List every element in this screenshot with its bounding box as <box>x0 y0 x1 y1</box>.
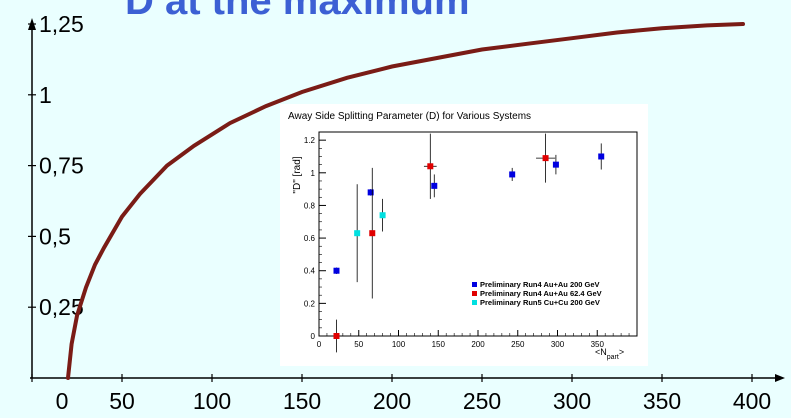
main-y-tick-label-0-75: 0,75 <box>39 153 84 179</box>
inset-data-point <box>542 155 549 162</box>
inset-data-point <box>552 161 559 168</box>
inset-data-point <box>369 230 376 237</box>
legend-swatch-2 <box>472 291 477 296</box>
legend-swatch-1 <box>472 282 477 287</box>
inset-y-tick-label-0: 0 <box>311 332 316 341</box>
inset-x-tick-label-100: 100 <box>392 340 406 349</box>
inset-data-point <box>427 163 434 170</box>
inset-x-tick-label-300: 300 <box>551 340 565 349</box>
inset-background <box>280 104 648 366</box>
inset-data-point <box>367 189 374 196</box>
inset-y-tick-label-1: 1 <box>311 169 316 178</box>
inset-legend: Preliminary Run4 Au+Au 200 GeVPreliminar… <box>472 280 602 307</box>
main-x-tick-label-200: 200 <box>373 388 411 413</box>
inset-data-point <box>598 153 605 160</box>
legend-label-3: Preliminary Run5 Cu+Cu 200 GeV <box>480 298 600 307</box>
main-curve-series <box>66 22 745 380</box>
legend-label-2: Preliminary Run4 Au+Au 62.4 GeV <box>480 289 602 298</box>
inset-y-tick-label-0-6: 0.6 <box>304 234 316 243</box>
inset-y-tick-label-1-2: 1.2 <box>304 136 316 145</box>
inset-data-point <box>333 333 340 339</box>
main-x-axis-arrow <box>775 374 785 382</box>
inset-y-tick-label-0-8: 0.8 <box>304 201 316 210</box>
inset-x-axis-label: <Npart> <box>595 347 624 361</box>
main-x-tick-label-150: 150 <box>283 388 321 413</box>
main-x-tick-label-100: 100 <box>193 388 231 413</box>
inset-data-point <box>431 182 438 189</box>
main-y-tick-label-1: 1 <box>39 82 52 108</box>
inset-data-point <box>354 230 361 237</box>
inset-x-tick-label-200: 200 <box>471 340 485 349</box>
inset-data-point <box>333 267 340 274</box>
slide-title-fragment: D at the maximum <box>125 0 470 23</box>
main-y-tick-label-0-5: 0,5 <box>39 223 71 249</box>
main-x-tick-label-0: 0 <box>56 388 69 413</box>
main-x-tick-label-50: 50 <box>109 388 135 413</box>
inset-y-tick-label-0-4: 0.4 <box>304 267 316 276</box>
inset-x-tick-label-50: 50 <box>354 340 363 349</box>
inset-x-tick-label-150: 150 <box>432 340 446 349</box>
inset-title: Away Side Splitting Parameter (D) for Va… <box>288 111 531 122</box>
inset-series-2 <box>333 133 556 353</box>
inset-x-tick-label-0: 0 <box>317 340 322 349</box>
inset-y-axis-label: "D" [rad] <box>292 156 303 193</box>
main-y-tick-label-1-25: 1,25 <box>39 11 84 37</box>
inset-x-tick-label-250: 250 <box>511 340 525 349</box>
main-x-tick-label-400: 400 <box>733 388 771 413</box>
legend-label-1: Preliminary Run4 Au+Au 200 GeV <box>480 280 600 289</box>
inset-series-1 <box>333 143 605 274</box>
inset-y-tick-label-0-2: 0.2 <box>304 299 316 308</box>
inset-chart: Away Side Splitting Parameter (D) for Va… <box>280 104 648 366</box>
legend-swatch-3 <box>472 300 477 305</box>
main-x-tick-label-250: 250 <box>463 388 501 413</box>
inset-data-point <box>509 171 516 178</box>
main-x-tick-label-350: 350 <box>643 388 681 413</box>
main-x-tick-label-300: 300 <box>553 388 591 413</box>
inset-series-3 <box>354 184 386 283</box>
inset-x-tick-label-350: 350 <box>591 340 605 349</box>
inset-data-point <box>379 212 386 219</box>
